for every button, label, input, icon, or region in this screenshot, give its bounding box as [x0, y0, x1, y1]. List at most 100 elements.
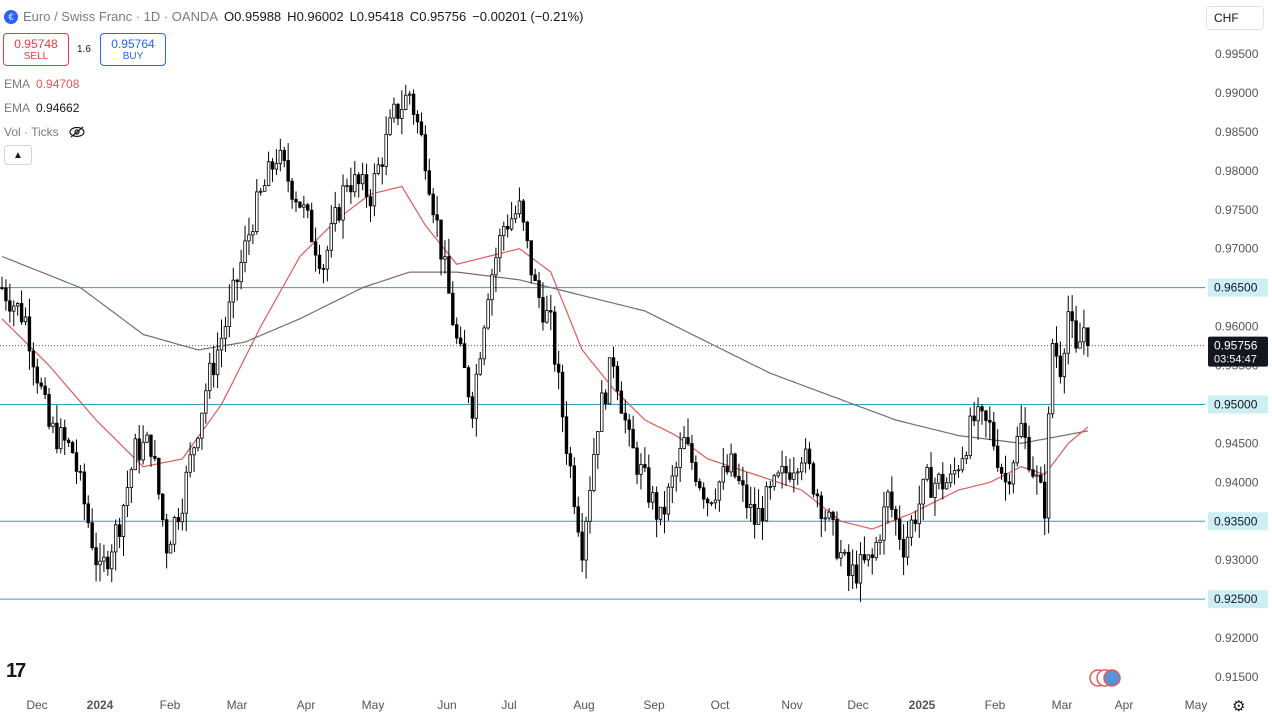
candle [862, 536, 867, 564]
candle [897, 505, 902, 550]
candle [1023, 407, 1027, 450]
x-tick-label: Nov [781, 698, 802, 712]
ema-fast-line[interactable] [1, 185, 1089, 530]
candle [184, 465, 188, 532]
x-tick-label: Jul [501, 698, 516, 712]
candle [968, 407, 972, 459]
candle [705, 497, 710, 517]
candle [717, 480, 722, 512]
x-tick-label: Sep [643, 698, 665, 712]
x-tick-label: Oct [711, 698, 730, 712]
candle [494, 247, 498, 293]
tradingview-logo[interactable]: 17 [6, 660, 26, 682]
candle [125, 470, 130, 517]
candle [368, 189, 373, 222]
candle [204, 383, 208, 424]
candle [94, 532, 98, 582]
eye-off-icon[interactable] [69, 126, 85, 138]
candle [298, 201, 302, 209]
candle [627, 414, 631, 447]
sell-button[interactable]: 0.95748 SELL [3, 33, 69, 66]
candle [984, 409, 988, 438]
candle [615, 361, 620, 401]
candle [725, 454, 729, 475]
candle [419, 112, 424, 137]
candle [400, 90, 404, 135]
candle [231, 267, 235, 319]
candle [948, 464, 953, 488]
candle [196, 436, 200, 452]
y-tick-label: 0.98500 [1215, 125, 1259, 139]
candle [529, 240, 533, 284]
candle [90, 508, 94, 551]
candle [607, 357, 612, 405]
candle [149, 434, 153, 467]
candle [639, 453, 643, 490]
ema-fast-legend[interactable]: EMA 0.94708 [4, 77, 79, 91]
volume-legend[interactable]: Vol · Ticks [4, 125, 85, 139]
candle [815, 488, 820, 508]
x-tick-label: 2024 [87, 698, 114, 712]
candle [290, 178, 294, 209]
ema-slow-value: 0.94662 [36, 101, 80, 115]
candle [251, 224, 255, 244]
level-label-2: 0.93500 [1214, 514, 1258, 528]
low-label: L [349, 9, 357, 24]
candle [376, 157, 381, 176]
candle [1035, 465, 1039, 495]
candle [364, 163, 369, 208]
candle [713, 488, 718, 510]
candle [956, 465, 961, 478]
candle [576, 496, 580, 537]
events-icon[interactable] [1088, 668, 1122, 688]
candle [349, 167, 353, 204]
candle [600, 380, 604, 432]
candle [533, 268, 537, 282]
currency-selector[interactable]: CHF [1206, 6, 1264, 30]
collapse-legend-button[interactable]: ▲ [4, 145, 32, 165]
ema-slow-line[interactable] [1, 255, 1088, 445]
candle [274, 149, 279, 176]
low-value: 0.95418 [356, 9, 404, 24]
candle [462, 329, 467, 369]
candle [992, 412, 996, 451]
candle [678, 432, 682, 482]
candle [858, 542, 863, 602]
level-label-bg-3 [1208, 590, 1268, 609]
candle [278, 138, 283, 172]
high-label: H [287, 9, 297, 24]
candle [145, 431, 149, 444]
candle [317, 244, 322, 274]
candle [549, 295, 553, 331]
candle [482, 325, 486, 366]
candle [1011, 459, 1016, 494]
buy-button[interactable]: 0.95764 BUY [100, 33, 166, 66]
candle [325, 245, 330, 282]
x-tick-label: Feb [985, 698, 1006, 712]
candle [1015, 426, 1019, 467]
candle [117, 517, 122, 549]
candle [113, 519, 118, 571]
candle [235, 278, 239, 301]
candle [188, 442, 192, 478]
candle [733, 452, 737, 479]
candle [345, 178, 349, 193]
candle [1062, 348, 1067, 394]
candle [384, 116, 388, 176]
candle [745, 472, 749, 519]
symbol-title[interactable]: Euro / Swiss Franc · 1D · OANDA [23, 9, 219, 24]
candle [82, 463, 87, 521]
candle [780, 450, 784, 489]
level-label-0: 0.96500 [1214, 281, 1258, 295]
x-tick-label: Dec [847, 698, 868, 712]
buy-price: 0.95764 [111, 37, 155, 51]
candle [674, 461, 678, 492]
candle [4, 279, 8, 311]
candle [360, 162, 365, 191]
candle [509, 201, 514, 232]
horizontal-levels [0, 287, 1205, 600]
x-tick-label: May [1185, 698, 1208, 712]
gear-icon[interactable]: ⚙ [1232, 698, 1246, 715]
ema-slow-legend[interactable]: EMA 0.94662 [4, 101, 79, 115]
